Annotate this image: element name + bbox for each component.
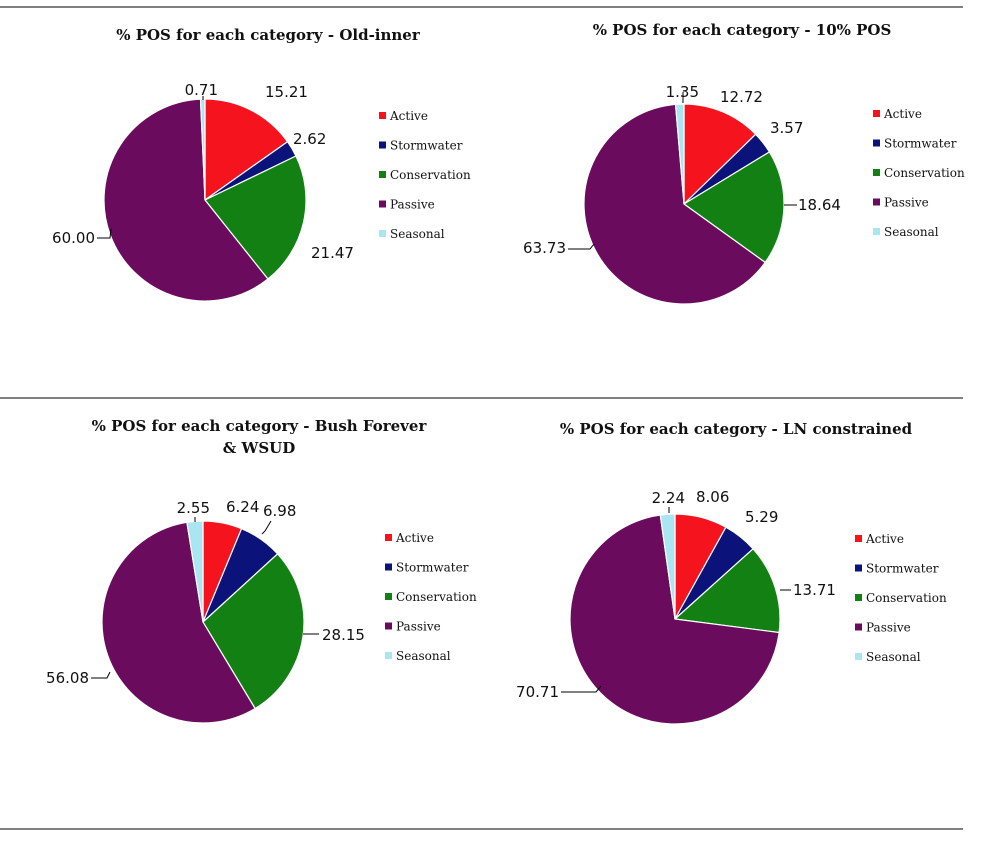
data-label-conservation: 21.47 <box>311 244 354 262</box>
legend-swatch-conservation <box>873 169 880 176</box>
pie-slice-conservation <box>204 155 307 280</box>
pie-charts-group: % POS for each category - Old-inner 15.21… <box>46 21 965 725</box>
legend-label-passive: Passive <box>390 198 435 212</box>
legend-swatch-conservation <box>855 594 862 601</box>
legend-swatch-seasonal <box>385 652 392 659</box>
pie-chart-3: % POS for each category - Bush Forever & … <box>46 417 477 724</box>
data-label-active: 8.06 <box>696 488 729 506</box>
legend-label-passive: Passive <box>884 196 929 210</box>
legend-label-stormwater: Stormwater <box>866 562 939 576</box>
legend-label-active: Active <box>395 531 434 545</box>
pie-chart-4: % POS for each category - LN constrained… <box>516 420 947 725</box>
legend-swatch-active <box>855 535 862 542</box>
leader-line <box>568 243 595 250</box>
legend: Active Stormwater Conservation Passive Seaso… <box>873 107 965 239</box>
legend-swatch-active <box>385 534 392 541</box>
data-label-active: 15.21 <box>265 83 308 101</box>
legend-label-passive: Passive <box>866 621 911 635</box>
pie-chart-1: % POS for each category - Old-inner 15.21… <box>52 26 471 302</box>
legend-swatch-passive <box>855 623 862 631</box>
data-label-passive: 56.08 <box>46 669 89 687</box>
legend: Active Stormwater Conservation Passive Seaso… <box>379 109 471 241</box>
data-label-stormwater: 5.29 <box>745 508 778 526</box>
legend: Active Stormwater Conservation Passive Seaso… <box>855 532 947 664</box>
legend-label-active: Active <box>865 532 904 546</box>
chart-title: & WSUD <box>223 439 296 457</box>
legend-label-active: Active <box>389 109 428 123</box>
legend-swatch-active <box>379 112 386 119</box>
chart-title: % POS for each category - LN constrained <box>560 420 913 438</box>
legend-label-seasonal: Seasonal <box>396 649 451 663</box>
pie-slice-active <box>683 103 757 206</box>
legend-label-conservation: Conservation <box>866 591 947 605</box>
pie-slice-seasonal <box>659 513 676 620</box>
legend: Active Stormwater Conservation Passive Seaso… <box>385 531 477 663</box>
pie-slice-conservation <box>673 547 781 634</box>
data-label-seasonal: 0.71 <box>185 81 218 99</box>
legend-label-seasonal: Seasonal <box>390 227 445 241</box>
data-label-conservation: 28.15 <box>322 626 365 644</box>
legend-label-conservation: Conservation <box>396 590 477 604</box>
legend-swatch-conservation <box>379 171 386 178</box>
data-label-stormwater: 6.98 <box>263 502 296 520</box>
legend-swatch-stormwater <box>873 139 880 147</box>
legend-swatch-passive <box>379 200 386 208</box>
legend-label-seasonal: Seasonal <box>884 225 939 239</box>
chart-title: % POS for each category - Bush Forever <box>92 417 428 435</box>
leader-line <box>97 228 112 239</box>
legend-swatch-stormwater <box>385 563 392 571</box>
legend-swatch-seasonal <box>873 228 880 235</box>
pie-slice-passive <box>101 521 256 724</box>
legend-swatch-active <box>873 110 880 117</box>
data-label-conservation: 13.71 <box>793 581 836 599</box>
legend-label-stormwater: Stormwater <box>396 561 469 575</box>
legend-swatch-passive <box>385 622 392 630</box>
pie-slice-active <box>204 98 289 202</box>
data-label-active: 6.24 <box>226 498 259 516</box>
pie-slice-conservation <box>202 553 305 710</box>
legend-swatch-seasonal <box>855 653 862 660</box>
leader-line <box>561 685 602 693</box>
leader-line <box>261 520 272 535</box>
pie-slice-passive <box>569 514 780 725</box>
legend-swatch-stormwater <box>855 564 862 572</box>
pie-chart-2: % POS for each category - 10% POS 12.72 3.… <box>523 21 965 305</box>
legend-swatch-conservation <box>385 593 392 600</box>
data-label-stormwater: 2.62 <box>293 130 326 148</box>
data-label-seasonal: 2.24 <box>652 489 685 507</box>
chart-title: % POS for each category - Old-inner <box>116 26 421 44</box>
pie-slice-conservation <box>682 151 785 264</box>
data-label-passive: 63.73 <box>523 239 566 257</box>
chart-title: % POS for each category - 10% POS <box>593 21 892 39</box>
data-label-stormwater: 3.57 <box>770 119 803 137</box>
data-label-passive: 60.00 <box>52 229 95 247</box>
legend-label-active: Active <box>883 107 922 121</box>
data-label-seasonal: 2.55 <box>177 499 210 517</box>
legend-label-passive: Passive <box>396 620 441 634</box>
legend-label-conservation: Conservation <box>390 168 471 182</box>
legend-label-stormwater: Stormwater <box>390 139 463 153</box>
legend-swatch-stormwater <box>379 141 386 149</box>
legend-label-stormwater: Stormwater <box>884 137 957 151</box>
pie-slice-seasonal <box>674 103 685 205</box>
legend-label-conservation: Conservation <box>884 166 965 180</box>
legend-swatch-passive <box>873 198 880 206</box>
leader-line <box>91 671 111 679</box>
legend-label-seasonal: Seasonal <box>866 650 921 664</box>
data-label-passive: 70.71 <box>516 683 559 701</box>
data-label-active: 12.72 <box>720 88 763 106</box>
pie-slice-passive <box>583 103 767 305</box>
data-label-conservation: 18.64 <box>798 196 841 214</box>
data-label-seasonal: 1.35 <box>666 83 699 101</box>
legend-swatch-seasonal <box>379 230 386 237</box>
